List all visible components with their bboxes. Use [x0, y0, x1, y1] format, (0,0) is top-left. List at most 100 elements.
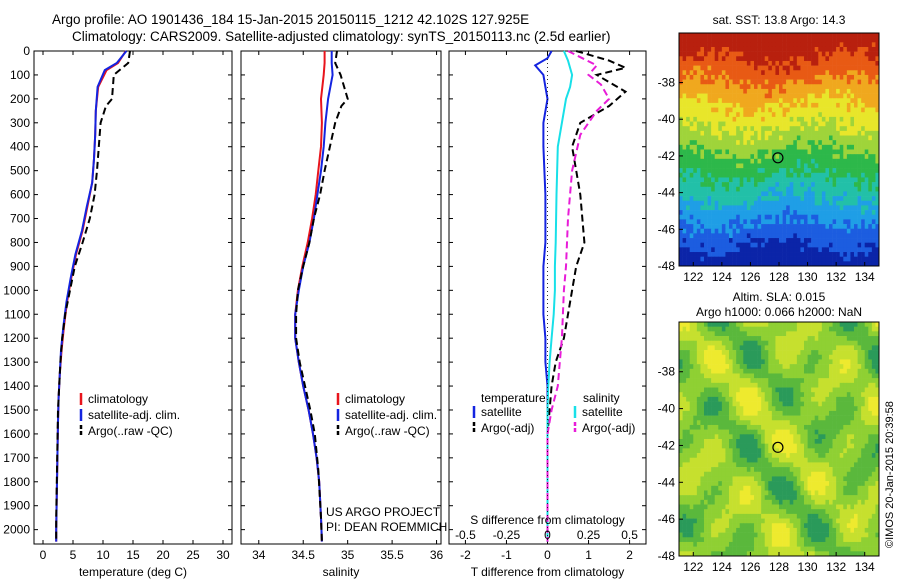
- map-cell: [693, 84, 697, 89]
- map-cell: [865, 238, 869, 243]
- map-cell: [833, 373, 837, 378]
- map-cell: [818, 219, 822, 224]
- map-cell: [736, 122, 740, 127]
- map-cell: [818, 322, 822, 327]
- map-cell: [858, 416, 862, 421]
- map-cell: [858, 112, 862, 117]
- map-cell: [679, 439, 683, 444]
- map-cell: [686, 444, 690, 449]
- map-cell: [804, 402, 808, 407]
- map-cell: [729, 210, 733, 215]
- map-cell: [800, 453, 804, 458]
- map-cell: [786, 359, 790, 364]
- map-cell: [815, 70, 819, 75]
- map-cell: [808, 336, 812, 341]
- map-cell: [704, 154, 708, 159]
- map-cell: [858, 327, 862, 332]
- map-cell: [693, 453, 697, 458]
- map-cell: [733, 462, 737, 467]
- map-cell: [772, 373, 776, 378]
- map-cell: [811, 229, 815, 234]
- map-cell: [840, 369, 844, 374]
- map-cell: [718, 425, 722, 430]
- map-cell: [779, 411, 783, 416]
- map-cell: [775, 117, 779, 122]
- map-cell: [768, 467, 772, 472]
- map-cell: [758, 56, 762, 61]
- map-cell: [700, 229, 704, 234]
- map-cell: [790, 122, 794, 127]
- map-cell: [718, 364, 722, 369]
- map-cell: [718, 467, 722, 472]
- map-cell: [797, 215, 801, 220]
- map-cell: [790, 345, 794, 350]
- map-cell: [833, 416, 837, 421]
- map-cell: [711, 205, 715, 210]
- map-cell: [858, 122, 862, 127]
- map-cell: [843, 331, 847, 336]
- map-cell: [850, 453, 854, 458]
- map-cell: [754, 52, 758, 57]
- map-cell: [815, 257, 819, 262]
- map-cell: [804, 98, 808, 103]
- map-cell: [779, 98, 783, 103]
- map-cell: [715, 341, 719, 346]
- map-cell: [861, 168, 865, 173]
- map-cell: [872, 238, 876, 243]
- map-cell: [868, 448, 872, 453]
- map-cell: [840, 98, 844, 103]
- map-cell: [775, 42, 779, 47]
- map-cell: [718, 150, 722, 155]
- map-cell: [729, 388, 733, 393]
- map-cell: [865, 140, 869, 145]
- legend-label: Argo(-adj): [481, 421, 534, 435]
- map-cell: [811, 38, 815, 43]
- map-cell: [811, 392, 815, 397]
- map-cell: [736, 420, 740, 425]
- map-cell: [790, 327, 794, 332]
- map-cell: [693, 154, 697, 159]
- map-cell: [693, 373, 697, 378]
- map-cell: [786, 94, 790, 99]
- map-cell: [847, 131, 851, 136]
- map-cell: [804, 355, 808, 360]
- map-cell: [822, 359, 826, 364]
- map-cell: [775, 112, 779, 117]
- map-cell: [700, 481, 704, 486]
- map-cell: [736, 84, 740, 89]
- map-cell: [761, 98, 765, 103]
- map-cell: [861, 355, 865, 360]
- map-cell: [793, 388, 797, 393]
- map-cell: [861, 341, 865, 346]
- map-cell: [843, 196, 847, 201]
- map-cell: [793, 61, 797, 66]
- map-cell: [854, 434, 858, 439]
- map-cell: [786, 472, 790, 477]
- map-cell: [779, 378, 783, 383]
- map-cell: [722, 98, 726, 103]
- map-cell: [850, 187, 854, 192]
- map-cell: [854, 467, 858, 472]
- map-cell: [725, 159, 729, 164]
- map-cell: [861, 61, 865, 66]
- map-cell: [815, 33, 819, 38]
- map-cell: [697, 136, 701, 141]
- map-cell: [808, 448, 812, 453]
- map-cell: [783, 75, 787, 80]
- map-cell: [815, 434, 819, 439]
- map-cell: [747, 196, 751, 201]
- map-cell: [715, 108, 719, 113]
- map-cell: [729, 247, 733, 252]
- map-cell: [779, 122, 783, 127]
- map-cell: [868, 191, 872, 196]
- map-cell: [740, 369, 744, 374]
- map-cell: [793, 84, 797, 89]
- map-cell: [786, 458, 790, 463]
- map-cell: [808, 462, 812, 467]
- map-cell: [743, 388, 747, 393]
- map-cell: [704, 331, 708, 336]
- map-cell: [833, 355, 837, 360]
- map-cell: [697, 98, 701, 103]
- map-cell: [811, 364, 815, 369]
- map-cell: [797, 168, 801, 173]
